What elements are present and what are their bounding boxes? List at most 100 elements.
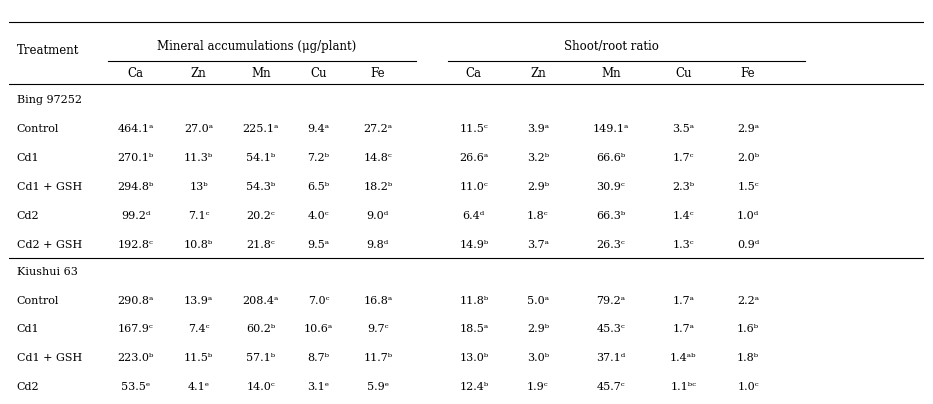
Text: 2.2ᵃ: 2.2ᵃ: [737, 295, 759, 305]
Text: Treatment: Treatment: [17, 44, 79, 57]
Text: Cd1: Cd1: [17, 324, 39, 335]
Text: 11.5ᶜ: 11.5ᶜ: [459, 124, 488, 134]
Text: 11.5ᵇ: 11.5ᵇ: [184, 354, 214, 363]
Text: 1.7ᵃ: 1.7ᵃ: [672, 295, 694, 305]
Text: 7.2ᵇ: 7.2ᵇ: [307, 153, 329, 163]
Text: 9.4ᵃ: 9.4ᵃ: [307, 124, 329, 134]
Text: Cd2: Cd2: [17, 211, 39, 221]
Text: 14.8ᶜ: 14.8ᶜ: [364, 153, 392, 163]
Text: Control: Control: [17, 124, 59, 134]
Text: 1.0ᶜ: 1.0ᶜ: [737, 382, 759, 392]
Text: 11.8ᵇ: 11.8ᵇ: [459, 295, 489, 305]
Text: 13.9ᵃ: 13.9ᵃ: [184, 295, 214, 305]
Text: Cu: Cu: [310, 67, 327, 80]
Text: Bing 97252: Bing 97252: [17, 95, 82, 105]
Text: 3.7ᵃ: 3.7ᵃ: [527, 240, 549, 250]
Text: 1.7ᶜ: 1.7ᶜ: [673, 153, 694, 163]
Text: Cd2 + GSH: Cd2 + GSH: [17, 240, 82, 250]
Text: 9.0ᵈ: 9.0ᵈ: [367, 211, 389, 221]
Text: Cu: Cu: [675, 67, 691, 80]
Text: 11.0ᶜ: 11.0ᶜ: [459, 182, 488, 192]
Text: 14.0ᶜ: 14.0ᶜ: [246, 382, 275, 392]
Text: 8.7ᵇ: 8.7ᵇ: [307, 354, 329, 363]
Text: 3.1ᵉ: 3.1ᵉ: [307, 382, 329, 392]
Text: 79.2ᵃ: 79.2ᵃ: [596, 295, 625, 305]
Text: Ca: Ca: [128, 67, 144, 80]
Text: 66.6ᵇ: 66.6ᵇ: [596, 153, 626, 163]
Text: Ca: Ca: [466, 67, 481, 80]
Text: 57.1ᵇ: 57.1ᵇ: [246, 354, 275, 363]
Text: 11.7ᵇ: 11.7ᵇ: [363, 354, 393, 363]
Text: 99.2ᵈ: 99.2ᵈ: [120, 211, 150, 221]
Text: 26.3ᶜ: 26.3ᶜ: [596, 240, 625, 250]
Text: 1.6ᵇ: 1.6ᵇ: [737, 324, 759, 335]
Text: 16.8ᵃ: 16.8ᵃ: [363, 295, 393, 305]
Text: 26.6ᵃ: 26.6ᵃ: [459, 153, 489, 163]
Text: 30.9ᶜ: 30.9ᶜ: [596, 182, 625, 192]
Text: 294.8ᵇ: 294.8ᵇ: [118, 182, 154, 192]
Text: 6.4ᵈ: 6.4ᵈ: [463, 211, 485, 221]
Text: 2.3ᵇ: 2.3ᵇ: [672, 182, 694, 192]
Text: 6.5ᵇ: 6.5ᵇ: [307, 182, 329, 192]
Text: Zn: Zn: [190, 67, 206, 80]
Text: 3.5ᵃ: 3.5ᵃ: [672, 124, 694, 134]
Text: 5.9ᵉ: 5.9ᵉ: [367, 382, 389, 392]
Text: 1.3ᶜ: 1.3ᶜ: [673, 240, 694, 250]
Text: Kiushui 63: Kiushui 63: [17, 267, 77, 277]
Text: Cd1: Cd1: [17, 153, 39, 163]
Text: Cd1 + GSH: Cd1 + GSH: [17, 354, 82, 363]
Text: 54.1ᵇ: 54.1ᵇ: [246, 153, 275, 163]
Text: 18.5ᵃ: 18.5ᵃ: [459, 324, 489, 335]
Text: Fe: Fe: [741, 67, 756, 80]
Text: 11.3ᵇ: 11.3ᵇ: [184, 153, 214, 163]
Text: 0.9ᵈ: 0.9ᵈ: [737, 240, 759, 250]
Text: 167.9ᶜ: 167.9ᶜ: [118, 324, 153, 335]
Text: 60.2ᵇ: 60.2ᵇ: [246, 324, 275, 335]
Text: 21.8ᶜ: 21.8ᶜ: [246, 240, 275, 250]
Text: Cd2: Cd2: [17, 382, 39, 392]
Text: 7.4ᶜ: 7.4ᶜ: [188, 324, 209, 335]
Text: 3.0ᵇ: 3.0ᵇ: [527, 354, 549, 363]
Text: 270.1ᵇ: 270.1ᵇ: [118, 153, 154, 163]
Text: 3.9ᵃ: 3.9ᵃ: [527, 124, 549, 134]
Text: 37.1ᵈ: 37.1ᵈ: [596, 354, 626, 363]
Text: 27.0ᵃ: 27.0ᵃ: [184, 124, 213, 134]
Text: 13.0ᵇ: 13.0ᵇ: [459, 354, 489, 363]
Text: 2.9ᵇ: 2.9ᵇ: [527, 182, 549, 192]
Text: 14.9ᵇ: 14.9ᵇ: [459, 240, 489, 250]
Text: 5.0ᵃ: 5.0ᵃ: [527, 295, 549, 305]
Text: 9.7ᶜ: 9.7ᶜ: [367, 324, 388, 335]
Text: 9.8ᵈ: 9.8ᵈ: [367, 240, 389, 250]
Text: Control: Control: [17, 295, 59, 305]
Text: 4.1ᵉ: 4.1ᵉ: [188, 382, 210, 392]
Text: 1.4ᵃᵇ: 1.4ᵃᵇ: [670, 354, 696, 363]
Text: 2.9ᵃ: 2.9ᵃ: [737, 124, 759, 134]
Text: 149.1ᵃ: 149.1ᵃ: [592, 124, 629, 134]
Text: 7.1ᶜ: 7.1ᶜ: [188, 211, 209, 221]
Text: 290.8ᵃ: 290.8ᵃ: [118, 295, 154, 305]
Text: Mineral accumulations (μg/plant): Mineral accumulations (μg/plant): [157, 40, 356, 53]
Text: 7.0ᶜ: 7.0ᶜ: [308, 295, 329, 305]
Text: Shoot/root ratio: Shoot/root ratio: [564, 40, 659, 53]
Text: 1.8ᶜ: 1.8ᶜ: [527, 211, 549, 221]
Text: 2.9ᵇ: 2.9ᵇ: [527, 324, 549, 335]
Text: 1.7ᵃ: 1.7ᵃ: [672, 324, 694, 335]
Text: 208.4ᵃ: 208.4ᵃ: [243, 295, 279, 305]
Text: 9.5ᵃ: 9.5ᵃ: [307, 240, 329, 250]
Text: Cd1 + GSH: Cd1 + GSH: [17, 182, 82, 192]
Text: 10.6ᵃ: 10.6ᵃ: [304, 324, 333, 335]
Text: Zn: Zn: [530, 67, 546, 80]
Text: Fe: Fe: [370, 67, 385, 80]
Text: 1.1ᵇᶜ: 1.1ᵇᶜ: [670, 382, 696, 392]
Text: 27.2ᵃ: 27.2ᵃ: [363, 124, 393, 134]
Text: 4.0ᶜ: 4.0ᶜ: [308, 211, 329, 221]
Text: 225.1ᵃ: 225.1ᵃ: [243, 124, 279, 134]
Text: 192.8ᶜ: 192.8ᶜ: [118, 240, 153, 250]
Text: 45.7ᶜ: 45.7ᶜ: [596, 382, 625, 392]
Text: 464.1ᵃ: 464.1ᵃ: [118, 124, 154, 134]
Text: 13ᵇ: 13ᵇ: [189, 182, 208, 192]
Text: 1.5ᶜ: 1.5ᶜ: [737, 182, 759, 192]
Text: 1.4ᶜ: 1.4ᶜ: [673, 211, 694, 221]
Text: 3.2ᵇ: 3.2ᵇ: [527, 153, 549, 163]
Text: 223.0ᵇ: 223.0ᵇ: [118, 354, 154, 363]
